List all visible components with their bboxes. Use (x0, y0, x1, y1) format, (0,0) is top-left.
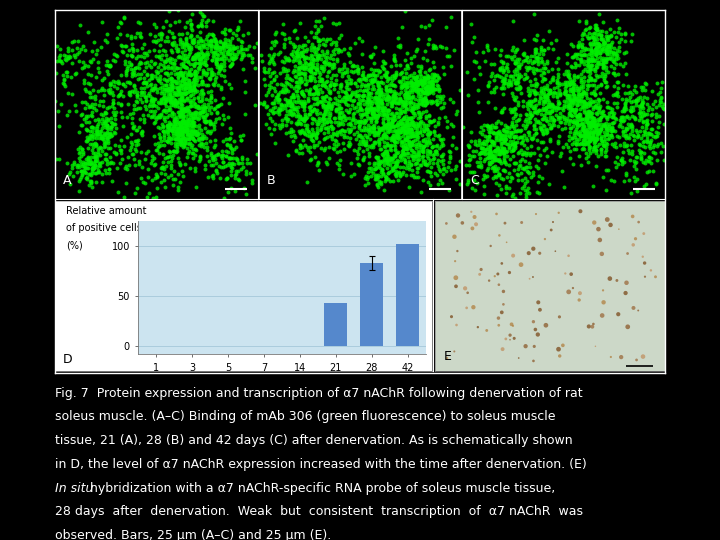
Text: C: C (470, 174, 480, 187)
Text: in D, the level of α7 nAChR expression increased with the time after denervation: in D, the level of α7 nAChR expression i… (55, 458, 587, 471)
Text: (%): (%) (66, 240, 83, 250)
Text: E: E (444, 350, 451, 363)
Text: of positive cells: of positive cells (66, 223, 142, 233)
Bar (396, 244, 419, 346)
Text: In situ: In situ (55, 482, 94, 495)
Bar (360, 264, 384, 346)
Text: hybridization with a α7 nAChR-specific RNA probe of soleus muscle tissue,: hybridization with a α7 nAChR-specific R… (86, 482, 555, 495)
Text: tissue, 21 (A), 28 (B) and 42 days (C) after denervation. As is schematically sh: tissue, 21 (A), 28 (B) and 42 days (C) a… (55, 434, 572, 447)
Text: A: A (63, 174, 71, 187)
Text: D: D (63, 353, 72, 366)
Text: B: B (267, 174, 276, 187)
Bar (324, 303, 348, 346)
Text: Fig. 7  Protein expression and transcription of α7 nAChR following denervation o: Fig. 7 Protein expression and transcript… (55, 387, 582, 400)
Point (670, 22, 682, 30)
Point (372, 28, 384, 37)
Text: observed. Bars, 25 μm (A–C) and 25 μm (E).: observed. Bars, 25 μm (A–C) and 25 μm (E… (55, 529, 331, 540)
Point (656, 161, 667, 170)
Text: Relative amount: Relative amount (66, 206, 147, 216)
X-axis label: days after denervation: days after denervation (226, 375, 338, 386)
Point (642, 2, 654, 11)
Text: 28 days  after  denervation.  Weak  but  consistent  transcription  of  α7 nAChR: 28 days after denervation. Weak but cons… (55, 505, 583, 518)
Text: soleus muscle. (A–C) Binding of mAb 306 (green fluorescence) to soleus muscle: soleus muscle. (A–C) Binding of mAb 306 … (55, 410, 556, 423)
